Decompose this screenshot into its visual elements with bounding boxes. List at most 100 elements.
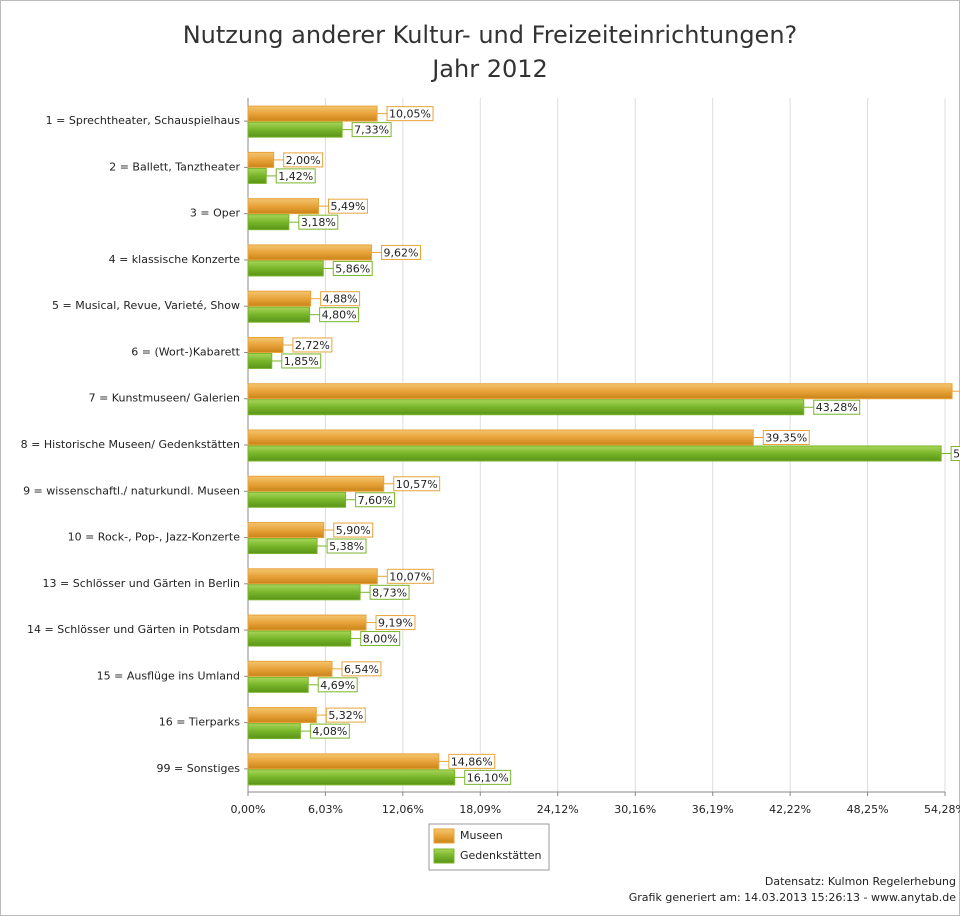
bar <box>247 723 301 740</box>
value-label-box <box>325 707 366 723</box>
footer: Datensatz: Kulmon Regelerhebung <box>765 875 956 888</box>
bar <box>247 105 378 122</box>
bar <box>247 306 311 323</box>
value-label-box <box>317 677 358 693</box>
value-label-box <box>283 152 324 168</box>
x-tick-label: 54,28% <box>924 803 960 816</box>
value-label-box <box>281 353 322 369</box>
value-label-box <box>386 106 434 122</box>
bar <box>247 445 942 462</box>
value-label-box <box>320 291 361 307</box>
value-label: 10,05% <box>389 108 431 121</box>
bar <box>247 707 317 724</box>
value-label: 1,42% <box>278 170 313 183</box>
bar <box>247 121 343 138</box>
y-tick-label: 99 = Sonstiges <box>157 762 241 775</box>
value-label-box <box>355 492 396 508</box>
value-label-box <box>464 769 512 785</box>
legend-frame <box>428 823 550 871</box>
value-label-box <box>319 307 360 323</box>
value-label-box <box>448 753 496 769</box>
value-label: 5,86% <box>335 262 370 275</box>
y-tick-label: 13 = Schlösser und Gärten in Berlin <box>43 577 240 590</box>
value-label-box <box>381 244 421 260</box>
value-label-box <box>332 260 373 276</box>
chart-title: Nutzung anderer Kultur- und Freizeiteinr… <box>183 21 798 49</box>
y-tick-label: 7 = Kunstmuseen/ Galerien <box>89 392 240 405</box>
value-label: 5,90% <box>336 524 371 537</box>
x-tick-label: 6,03% <box>308 803 343 816</box>
y-tick-label: 3 = Oper <box>190 207 241 220</box>
value-label: 5,49% <box>330 200 365 213</box>
value-label-box <box>369 584 410 600</box>
value-label: 1,85% <box>284 355 319 368</box>
value-label: 4,88% <box>323 293 358 306</box>
y-tick-label: 4 = klassische Konzerte <box>109 253 241 266</box>
value-label: 6,54% <box>344 663 379 676</box>
y-tick-label: 1 = Sprechtheater, Schauspielhaus <box>46 114 241 127</box>
x-tick-label: 48,25% <box>847 803 889 816</box>
legend-label: Gedenkstätten <box>460 849 542 862</box>
value-label: 4,08% <box>312 725 347 738</box>
value-label-box <box>275 168 316 184</box>
y-tick-label: 10 = Rock-, Pop-, Jazz-Konzerte <box>68 531 241 544</box>
value-label-box <box>386 568 434 584</box>
bar <box>247 352 273 369</box>
bar <box>247 214 290 231</box>
legend-swatch <box>433 848 455 864</box>
bar <box>247 429 754 446</box>
bar <box>247 383 953 400</box>
y-tick-label: 8 = Historische Museen/ Gedenkstätten <box>21 438 240 451</box>
value-label-box <box>762 430 810 445</box>
bar <box>247 676 309 693</box>
bar <box>247 630 352 647</box>
y-tick-label: 2 = Ballett, Tanztheater <box>109 160 240 173</box>
y-tick-label: 6 = (Wort-)Kabarett <box>131 345 240 358</box>
bar <box>247 568 378 585</box>
bar <box>247 151 275 168</box>
value-label: 43,28% <box>816 401 858 414</box>
value-label-box <box>375 615 416 631</box>
x-tick-label: 36,19% <box>692 803 734 816</box>
value-label: 7,60% <box>358 494 393 507</box>
y-tick-label: 9 = wissenschaftl./ naturkundl. Museen <box>23 484 240 497</box>
bar <box>247 614 367 631</box>
value-label: 5,38% <box>329 540 364 553</box>
y-tick-label: 15 = Ausflüge ins Umland <box>97 669 240 682</box>
y-tick-label: 16 = Tierparks <box>159 716 241 729</box>
value-label: 8,73% <box>372 586 407 599</box>
value-label: 9,19% <box>378 617 413 630</box>
bar <box>247 660 333 677</box>
value-label: 2,72% <box>295 339 330 352</box>
bar <box>247 522 325 539</box>
chart-title: Jahr 2012 <box>430 55 548 83</box>
bar <box>247 491 347 508</box>
value-label: 7,33% <box>354 124 389 137</box>
value-label-box <box>326 538 367 554</box>
value-label: 5,32% <box>328 709 363 722</box>
bar <box>247 475 385 492</box>
x-tick-label: 18,09% <box>459 803 501 816</box>
bar <box>247 336 284 353</box>
value-label: 53,98% <box>953 448 960 461</box>
bar <box>247 198 319 215</box>
value-label: 8,00% <box>363 633 398 646</box>
bar <box>247 167 267 184</box>
value-label-box <box>813 399 861 415</box>
bar <box>247 538 318 555</box>
value-label-box <box>360 631 401 647</box>
value-label-box <box>333 522 374 538</box>
legend-label: Museen <box>460 829 503 842</box>
x-tick-label: 24,12% <box>537 803 579 816</box>
value-label-box <box>298 214 339 230</box>
bar <box>247 244 373 261</box>
value-label: 10,57% <box>396 478 438 491</box>
value-label: 9,62% <box>384 246 419 259</box>
x-tick-label: 30,16% <box>614 803 656 816</box>
value-label-box <box>393 476 441 492</box>
bar <box>247 260 324 277</box>
value-label: 16,10% <box>467 771 509 784</box>
bar <box>247 769 456 786</box>
y-tick-label: 14 = Schlösser und Gärten in Potsdam <box>27 623 240 636</box>
bar <box>247 753 440 770</box>
